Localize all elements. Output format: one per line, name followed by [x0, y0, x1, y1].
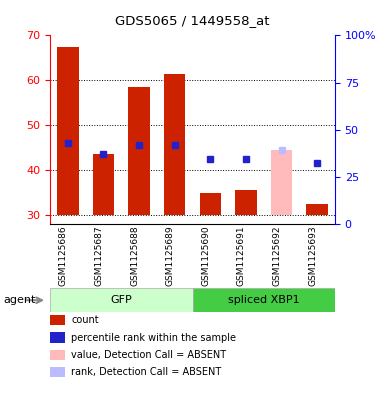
Bar — [235, 190, 257, 215]
Text: value, Detection Call = ABSENT: value, Detection Call = ABSENT — [71, 350, 226, 360]
Text: GSM1125690: GSM1125690 — [201, 225, 210, 286]
Bar — [164, 73, 186, 215]
Text: GFP: GFP — [110, 295, 132, 305]
Text: GSM1125692: GSM1125692 — [273, 225, 281, 286]
Text: GSM1125687: GSM1125687 — [94, 225, 104, 286]
Text: GSM1125686: GSM1125686 — [59, 225, 68, 286]
Bar — [57, 47, 79, 215]
Bar — [199, 193, 221, 215]
Text: GSM1125688: GSM1125688 — [130, 225, 139, 286]
Text: spliced XBP1: spliced XBP1 — [228, 295, 300, 305]
Bar — [50, 288, 192, 312]
Bar — [271, 150, 292, 215]
Text: percentile rank within the sample: percentile rank within the sample — [71, 332, 236, 343]
Bar — [128, 87, 150, 215]
Text: agent: agent — [4, 295, 36, 305]
Bar — [93, 154, 114, 215]
Text: GSM1125689: GSM1125689 — [166, 225, 175, 286]
Text: count: count — [71, 315, 99, 325]
Bar — [306, 204, 328, 215]
Text: GDS5065 / 1449558_at: GDS5065 / 1449558_at — [115, 14, 270, 27]
Text: GSM1125693: GSM1125693 — [308, 225, 317, 286]
Bar — [192, 288, 335, 312]
Text: GSM1125691: GSM1125691 — [237, 225, 246, 286]
Text: rank, Detection Call = ABSENT: rank, Detection Call = ABSENT — [71, 367, 221, 377]
